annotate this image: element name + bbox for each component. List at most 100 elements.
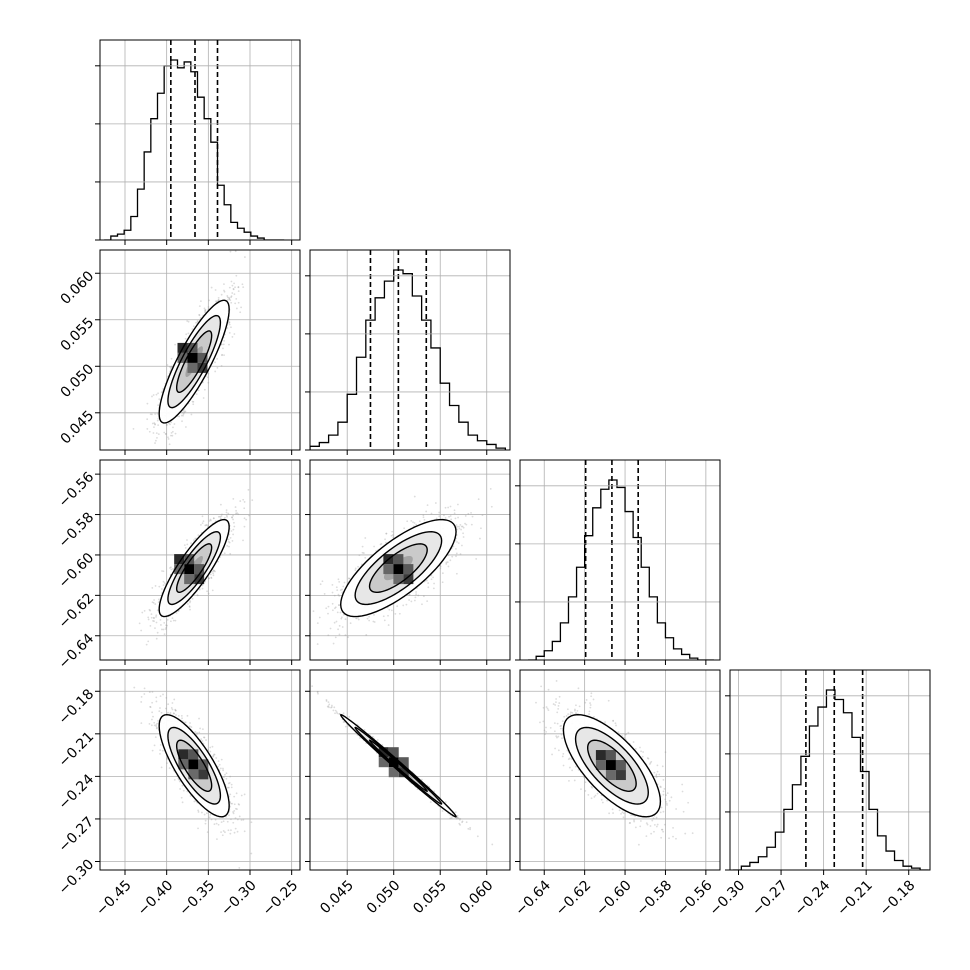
scatter-point bbox=[430, 574, 433, 577]
scatter-point bbox=[329, 627, 332, 630]
scatter-point bbox=[202, 520, 205, 523]
hist-panel-3-frame bbox=[729, 669, 931, 871]
scatter-point bbox=[316, 643, 319, 645]
scatter-point bbox=[319, 583, 322, 586]
scatter-point bbox=[151, 395, 153, 398]
scatter-point bbox=[422, 516, 425, 519]
scatter-point bbox=[455, 524, 458, 526]
scatter-point bbox=[231, 292, 234, 294]
scatter-point bbox=[150, 616, 153, 619]
scatter-point bbox=[211, 589, 214, 592]
scatter-point bbox=[312, 610, 315, 613]
scatter-point bbox=[191, 597, 194, 600]
scatter-point bbox=[427, 582, 430, 584]
scatter-point bbox=[187, 332, 190, 335]
scatter-point bbox=[168, 422, 170, 425]
scatter-point bbox=[357, 565, 359, 568]
scatter-point bbox=[196, 594, 199, 597]
scatter-point bbox=[169, 620, 172, 623]
scatter-point bbox=[471, 515, 474, 518]
scatter-point bbox=[196, 319, 199, 322]
scatter-point bbox=[364, 537, 367, 539]
scatter-point bbox=[325, 607, 328, 610]
scatter-point bbox=[147, 640, 150, 643]
scatter-point bbox=[195, 321, 197, 324]
scatter-point bbox=[186, 320, 189, 322]
density-peak-cell-5 bbox=[194, 564, 205, 575]
scatter-point bbox=[219, 503, 222, 506]
scatter-point bbox=[204, 310, 207, 312]
scatter-point bbox=[170, 366, 172, 369]
scatter-point bbox=[445, 561, 448, 564]
scatter-point bbox=[338, 581, 341, 583]
scatter-point bbox=[489, 488, 492, 490]
scatter-point bbox=[207, 525, 210, 527]
scatter-point bbox=[214, 300, 217, 303]
scatter-point bbox=[344, 634, 347, 637]
scatter-point bbox=[217, 296, 220, 299]
scatter-point bbox=[337, 604, 340, 606]
scatter-point bbox=[197, 389, 200, 392]
scatter-point bbox=[214, 570, 216, 573]
scatter-point bbox=[216, 300, 219, 302]
scatter-point bbox=[335, 620, 338, 623]
scatter-point bbox=[152, 619, 154, 622]
scatter-point bbox=[231, 516, 234, 519]
scatter-point bbox=[394, 612, 397, 615]
scatter-point bbox=[187, 603, 189, 605]
scatter-point bbox=[207, 372, 210, 375]
scatter-point bbox=[153, 620, 155, 623]
scatter-panel-1-2-density bbox=[340, 519, 457, 617]
scatter-point bbox=[171, 434, 174, 437]
scatter-point bbox=[189, 600, 192, 603]
scatter-point bbox=[155, 621, 158, 624]
scatter-point bbox=[165, 424, 168, 426]
scatter-point bbox=[184, 547, 187, 549]
scatter-point bbox=[170, 421, 173, 424]
contour-line-1 bbox=[167, 314, 222, 409]
scatter-point bbox=[373, 621, 376, 623]
scatter-point bbox=[161, 570, 163, 572]
scatter-point bbox=[316, 622, 319, 625]
scatter-point bbox=[221, 513, 223, 516]
scatter-point bbox=[337, 578, 340, 581]
scatter-point bbox=[202, 397, 205, 399]
scatter-point bbox=[334, 636, 337, 639]
scatter-point bbox=[223, 552, 226, 555]
scatter-point bbox=[201, 522, 204, 525]
scatter-point bbox=[441, 581, 444, 584]
scatter-point bbox=[385, 532, 388, 535]
scatter-point bbox=[448, 515, 450, 518]
scatter-panel-0-1 bbox=[95, 249, 301, 455]
scatter-point bbox=[233, 293, 236, 296]
scatter-point bbox=[180, 414, 183, 417]
scatter-point bbox=[233, 333, 236, 335]
scatter-point bbox=[164, 628, 167, 630]
scatter-point bbox=[217, 560, 219, 563]
scatter-panel-0-1-contours bbox=[158, 299, 230, 424]
scatter-point bbox=[203, 307, 206, 310]
scatter-point bbox=[242, 286, 245, 288]
scatter-point bbox=[231, 516, 233, 519]
scatter-point bbox=[458, 527, 461, 530]
scatter-point bbox=[480, 527, 482, 530]
scatter-point bbox=[149, 413, 152, 416]
scatter-panel-0-1-density bbox=[159, 300, 230, 423]
scatter-point bbox=[190, 542, 192, 545]
scatter-point bbox=[154, 442, 156, 444]
scatter-point bbox=[166, 364, 169, 366]
scatter-point bbox=[166, 624, 168, 627]
scatter-point bbox=[162, 580, 165, 583]
scatter-point bbox=[151, 587, 154, 589]
histogram-line-0 bbox=[104, 59, 285, 240]
scatter-point bbox=[385, 541, 387, 544]
scatter-point bbox=[333, 607, 336, 610]
scatter-point bbox=[192, 401, 195, 403]
scatter-point bbox=[155, 614, 158, 617]
scatter-panel-0-1-frame bbox=[99, 249, 301, 451]
scatter-point bbox=[149, 624, 152, 627]
scatter-point bbox=[340, 617, 343, 620]
scatter-point bbox=[432, 576, 434, 579]
scatter-point bbox=[210, 286, 213, 289]
scatter-point bbox=[210, 519, 212, 522]
